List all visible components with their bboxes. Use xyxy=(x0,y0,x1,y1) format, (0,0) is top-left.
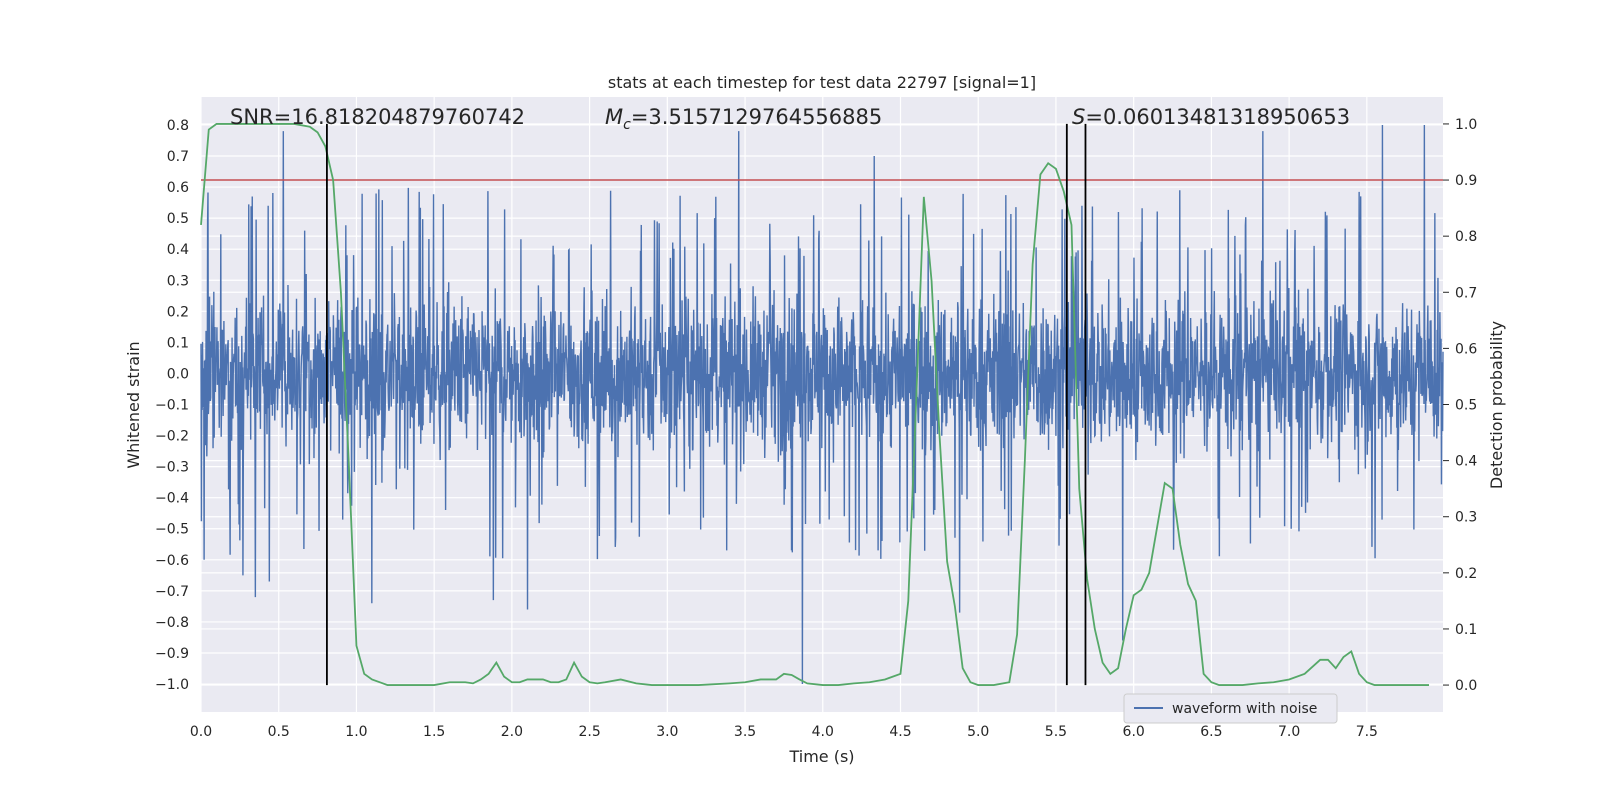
y-tick-label: −0.4 xyxy=(155,491,189,507)
y-tick-label: 0.8 xyxy=(167,118,189,134)
y-tick-label: −0.9 xyxy=(155,646,189,662)
y2-tick-label: 0.2 xyxy=(1455,566,1477,582)
mc-value: =3.5157129764556885 xyxy=(631,105,882,129)
y2-axis-ticks: 1.0 0.9 0.8 0.7 0.6 0.5 0.4 0.3 0.2 0.1 0.0 xyxy=(1443,117,1477,694)
y-tick-label: 0.3 xyxy=(167,273,189,289)
y2-tick-label: 0.7 xyxy=(1455,285,1477,301)
x-tick-label: 6.0 xyxy=(1123,724,1145,740)
x-tick-label: 1.5 xyxy=(423,724,445,740)
y-tick-label: −0.5 xyxy=(155,522,189,538)
x-tick-label: 4.0 xyxy=(812,724,834,740)
y-tick-label: 0.5 xyxy=(167,211,189,227)
s-annotation: S=0.06013481318950653 xyxy=(1072,105,1350,129)
x-tick-label: 7.0 xyxy=(1278,724,1300,740)
legend-label-waveform: waveform with noise xyxy=(1172,701,1317,717)
y-tick-label: 0.2 xyxy=(167,304,189,320)
y-tick-label: 0.1 xyxy=(167,335,189,351)
s-value: =0.06013481318950653 xyxy=(1085,105,1350,129)
y2-tick-label: 0.5 xyxy=(1455,398,1477,414)
y-axis-ticks: 0.8 0.7 0.6 0.5 0.4 0.3 0.2 0.1 0.0 −0.1 −0.2 −0.3 −… xyxy=(155,118,189,693)
waveform-line xyxy=(200,124,1444,685)
y2-tick-label: 0.6 xyxy=(1455,341,1477,357)
y2-axis-label: Detection probability xyxy=(1487,321,1506,489)
y2-tick-label: 1.0 xyxy=(1455,117,1477,133)
chirp-mass-annotation: Mc=3.5157129764556885 xyxy=(605,105,882,133)
x-axis-label: Time (s) xyxy=(788,747,854,766)
x-tick-label: 3.0 xyxy=(656,724,678,740)
mc-subscript: c xyxy=(623,117,631,133)
y-tick-label: 0.4 xyxy=(167,242,189,258)
x-tick-label: 0.0 xyxy=(190,724,212,740)
y2-tick-label: 0.8 xyxy=(1455,229,1477,245)
x-tick-label: 2.0 xyxy=(501,724,523,740)
x-tick-label: 3.5 xyxy=(734,724,756,740)
y2-tick-label: 0.9 xyxy=(1455,173,1477,189)
y-tick-label: −0.7 xyxy=(155,584,189,600)
x-tick-label: 5.0 xyxy=(967,724,989,740)
x-tick-label: 6.5 xyxy=(1200,724,1222,740)
y2-tick-label: 0.3 xyxy=(1455,510,1477,526)
probability-line xyxy=(200,123,1430,686)
legend-box xyxy=(1123,693,1338,724)
y-tick-label: −0.1 xyxy=(155,398,189,414)
waveform-series xyxy=(200,124,1444,685)
x-tick-label: 7.5 xyxy=(1356,724,1378,740)
y-tick-label: 0.0 xyxy=(167,366,189,382)
y-tick-label: 0.6 xyxy=(167,180,189,196)
x-axis-ticks: 0.0 0.5 1.0 1.5 2.0 2.5 3.0 3.5 4.0 4.5 5.0 5.5 6.0 6… xyxy=(190,724,1378,740)
y2-tick-label: 0.0 xyxy=(1455,678,1477,694)
y-axis-label: Whitened strain xyxy=(124,341,143,468)
y-tick-label: −0.6 xyxy=(155,553,189,569)
snr-annotation: SNR=16.818204879760742 xyxy=(230,105,525,129)
y-tick-label: −0.8 xyxy=(155,615,189,631)
y2-tick-label: 0.1 xyxy=(1455,622,1477,638)
probability-series xyxy=(200,123,1430,686)
y-tick-label: −1.0 xyxy=(155,677,189,693)
legend: waveform with noise xyxy=(1123,693,1338,724)
x-tick-label: 5.5 xyxy=(1045,724,1067,740)
x-tick-label: 4.5 xyxy=(889,724,911,740)
mc-symbol: M xyxy=(605,105,623,129)
y2-tick-label: 0.4 xyxy=(1455,454,1477,470)
y-tick-label: −0.3 xyxy=(155,460,189,476)
y-tick-label: −0.2 xyxy=(155,429,189,445)
x-tick-label: 0.5 xyxy=(268,724,290,740)
x-tick-label: 2.5 xyxy=(578,724,600,740)
vertical-markers xyxy=(326,123,1087,686)
chart-title: stats at each timestep for test data 227… xyxy=(608,73,1036,92)
s-symbol: S xyxy=(1072,105,1085,129)
y-tick-label: 0.7 xyxy=(167,149,189,165)
x-tick-label: 1.0 xyxy=(345,724,367,740)
